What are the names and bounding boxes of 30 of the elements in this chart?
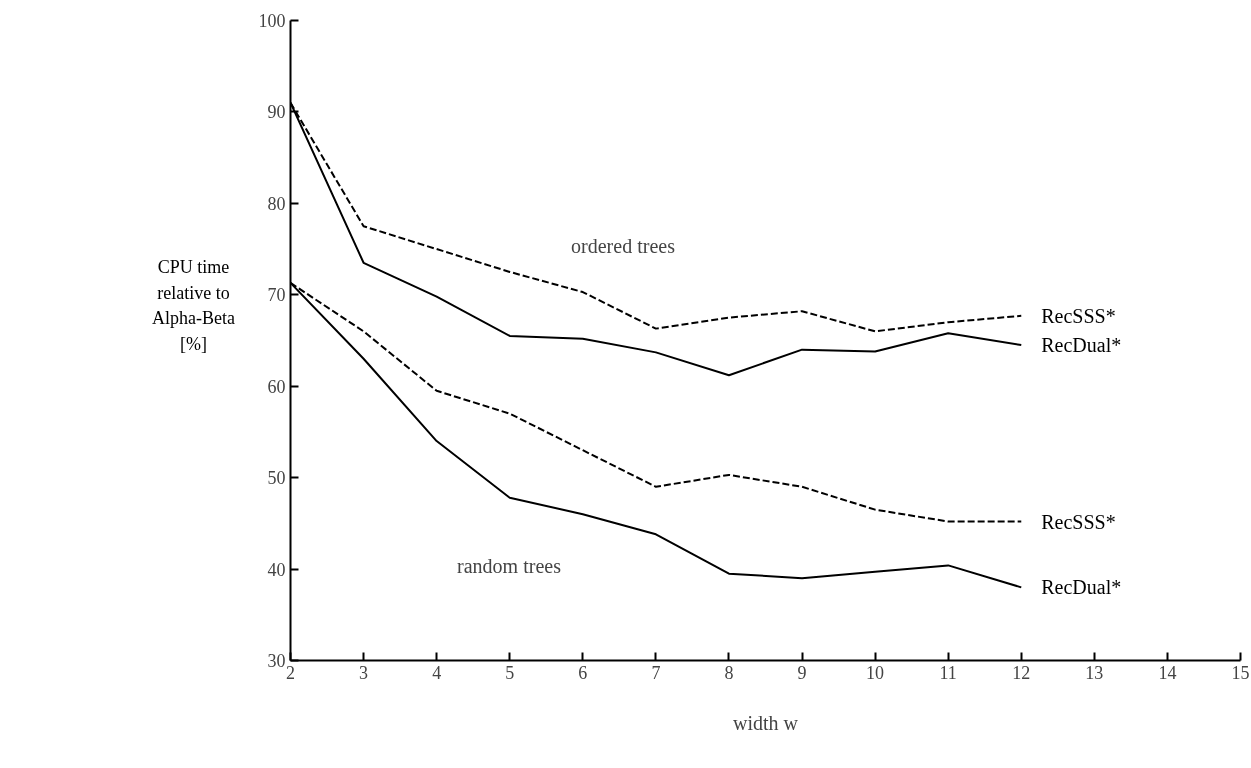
y-tick-label: 70 — [267, 285, 286, 306]
x-tick-label: 11 — [939, 662, 957, 683]
y-tick-label: 80 — [267, 193, 286, 214]
series-label: RecDual* — [1041, 576, 1122, 599]
x-tick-label: 14 — [1158, 662, 1177, 683]
series-label: RecDual* — [1041, 334, 1122, 357]
x-tick-label: 5 — [505, 662, 515, 683]
x-tick-label: 2 — [286, 662, 295, 683]
x-tick-label: 8 — [724, 662, 734, 683]
x-tick-label: 6 — [578, 662, 588, 683]
y-tick-label: 30 — [267, 651, 286, 671]
x-tick-label: 13 — [1085, 662, 1104, 683]
y-tick-label: 50 — [267, 468, 286, 489]
x-tick-label: 7 — [651, 662, 661, 683]
x-tick-label: 9 — [797, 662, 807, 683]
x-axis-title: width w — [733, 711, 799, 734]
y-tick-label: 90 — [267, 102, 286, 123]
annotation: ordered trees — [571, 235, 676, 258]
series-label: RecSSS* — [1041, 510, 1116, 533]
x-tick-label: 4 — [432, 662, 442, 683]
y-tick-label: 60 — [267, 376, 286, 397]
y-tick-label: 100 — [258, 11, 286, 31]
x-tick-label: 15 — [1231, 662, 1250, 683]
y-axis-title: CPU time relative to Alpha-Beta [%] — [152, 256, 235, 357]
y-tick-label: 40 — [267, 559, 286, 580]
annotation: random trees — [457, 555, 562, 578]
series-label: RecSSS* — [1041, 304, 1116, 327]
x-tick-label: 3 — [359, 662, 369, 683]
x-tick-label: 12 — [1012, 662, 1031, 683]
x-tick-label: 10 — [866, 662, 885, 683]
